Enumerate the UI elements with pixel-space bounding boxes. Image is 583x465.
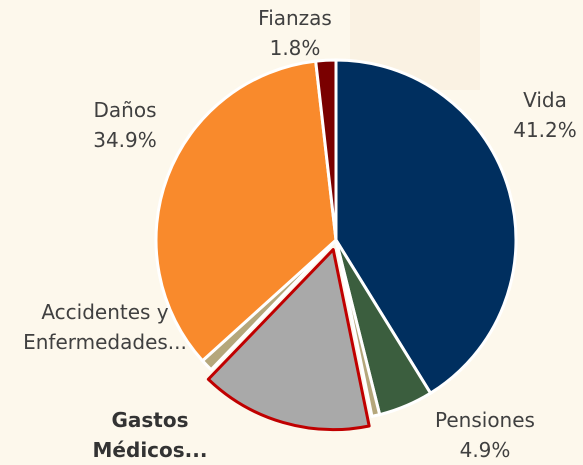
category-name: Pensiones: [435, 408, 535, 432]
value-label: 1.8%: [269, 36, 321, 60]
pie-slice: [206, 248, 371, 432]
pie-slice: [334, 58, 518, 395]
category-name: Daños: [93, 98, 157, 122]
pie-slice: [334, 238, 382, 418]
slice-label: Daños 34.9%: [50, 95, 200, 155]
slice-label: Fianzas 1.8%: [220, 3, 370, 63]
value-label: 4.9%: [459, 438, 511, 462]
pie-slice: [154, 59, 338, 363]
pie-slice: [314, 58, 338, 242]
category-name: Fianzas: [258, 6, 332, 30]
slice-label: Pensiones 4.9%: [405, 405, 565, 465]
slice-label: Accidentes y Enfermedades...: [20, 297, 190, 357]
value-label: 34.9%: [93, 128, 157, 152]
category-name: Vida: [523, 88, 567, 112]
value-label: 41.2%: [513, 118, 577, 142]
category-name: Gastos Médicos...: [92, 408, 208, 462]
category-name: Accidentes y Enfermedades...: [23, 300, 187, 354]
slice-label: Gastos Médicos...: [70, 405, 230, 465]
slice-label: Vida 41.2%: [480, 85, 583, 145]
